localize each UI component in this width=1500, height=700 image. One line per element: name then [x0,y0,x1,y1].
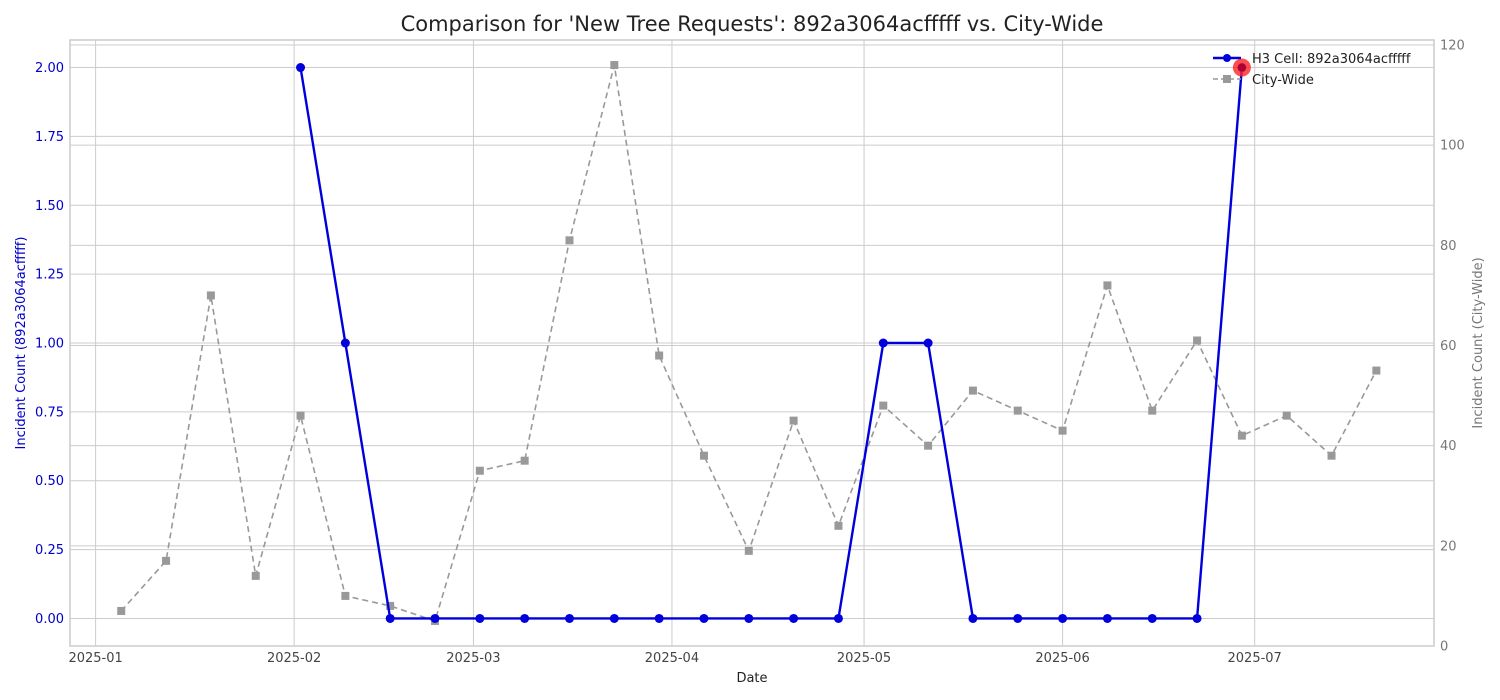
point-city [251,571,260,580]
point-cell [654,613,664,623]
point-city [834,521,843,530]
point-cell [564,613,574,623]
point-city [924,441,933,450]
x-tick-label: 2025-07 [1228,651,1282,666]
y-right-tick-label: 120 [1440,39,1465,54]
legend: H3 Cell: 892a3064acfffff City-Wide [1213,52,1411,88]
point-city [520,456,529,465]
point-city [1327,451,1336,460]
legend-label-city: City-Wide [1252,73,1314,88]
point-city [879,401,888,410]
point-cell [789,613,799,623]
legend-label-cell: H3 Cell: 892a3064acfffff [1252,52,1411,67]
legend-marker-city [1223,75,1231,83]
point-city [610,61,619,70]
y-right-tick-label: 80 [1440,239,1457,254]
x-tick-label: 2025-01 [68,651,122,666]
y-right-tick-label: 40 [1440,439,1457,454]
point-city [1372,366,1381,375]
point-cell [1058,613,1068,623]
point-city [1103,281,1112,290]
point-city [655,351,664,360]
point-city [1237,431,1246,440]
y-axis-right: 0 20 40 60 80 100 120 [1440,39,1465,655]
y-left-tick-label: 1.25 [35,268,64,283]
point-cell [340,338,350,348]
point-city [565,236,574,245]
point-city [744,546,753,555]
legend-marker-cell [1223,54,1231,62]
point-cell [1192,613,1202,623]
point-city [162,556,171,565]
point-city [789,416,798,425]
y-left-tick-label: 2.00 [35,61,64,76]
y-right-tick-label: 60 [1440,339,1457,354]
y-right-tick-label: 20 [1440,539,1457,554]
grid [70,40,1434,647]
y-left-tick-label: 1.50 [35,199,64,214]
point-cell [833,613,843,623]
x-tick-label: 2025-04 [645,651,699,666]
point-cell [385,613,395,623]
y-axis-left: 0.00 0.25 0.50 0.75 1.00 1.25 1.50 1.75 2.00 [35,61,64,627]
point-cell [699,613,709,623]
point-city [386,601,395,610]
point-city [206,291,215,300]
highlight-marker-core [1237,63,1246,72]
y-left-tick-label: 1.75 [35,130,64,145]
y-right-tick-label: 100 [1440,139,1465,154]
point-city [341,591,350,600]
point-cell [609,613,619,623]
point-cell [520,613,530,623]
y-left-tick-label: 0.25 [35,543,64,558]
point-city [296,411,305,420]
point-cell [923,338,933,348]
x-axis: 2025-01 2025-02 2025-03 2025-04 2025-05 2025-… [68,651,1281,666]
series-layer [117,58,1381,625]
y-right-tick-label: 0 [1440,640,1448,655]
point-cell [1013,613,1023,623]
x-tick-label: 2025-02 [267,651,321,666]
y-left-tick-label: 0.75 [35,405,64,420]
y-axis-left-label: Incident Count (892a3064acfffff) [14,237,29,450]
point-city [1148,406,1157,415]
point-city [1193,336,1202,345]
x-tick-label: 2025-03 [446,651,500,666]
point-city [1013,406,1022,415]
y-left-tick-label: 1.00 [35,337,64,352]
point-cell [430,613,440,623]
point-cell [475,613,485,623]
plot-frame [69,39,1435,647]
point-city [968,386,977,395]
point-cell [878,338,888,348]
point-cell [1147,613,1157,623]
point-cell [1102,613,1112,623]
point-city [117,606,126,615]
chart-title: Comparison for 'New Tree Requests': 892a… [401,12,1104,36]
point-city [475,466,484,475]
x-axis-label: Date [736,671,767,686]
point-city [1282,411,1291,420]
series-line-cell [299,67,1244,620]
point-cell [968,613,978,623]
x-tick-label: 2025-05 [837,651,891,666]
point-city [1058,426,1067,435]
y-axis-right-label: Incident Count (City-Wide) [1471,257,1486,428]
point-city [699,451,708,460]
y-left-tick-label: 0.00 [35,612,64,627]
point-cell [296,63,306,73]
x-tick-label: 2025-06 [1035,651,1089,666]
y-left-tick-label: 0.50 [35,474,64,489]
point-cell [744,613,754,623]
